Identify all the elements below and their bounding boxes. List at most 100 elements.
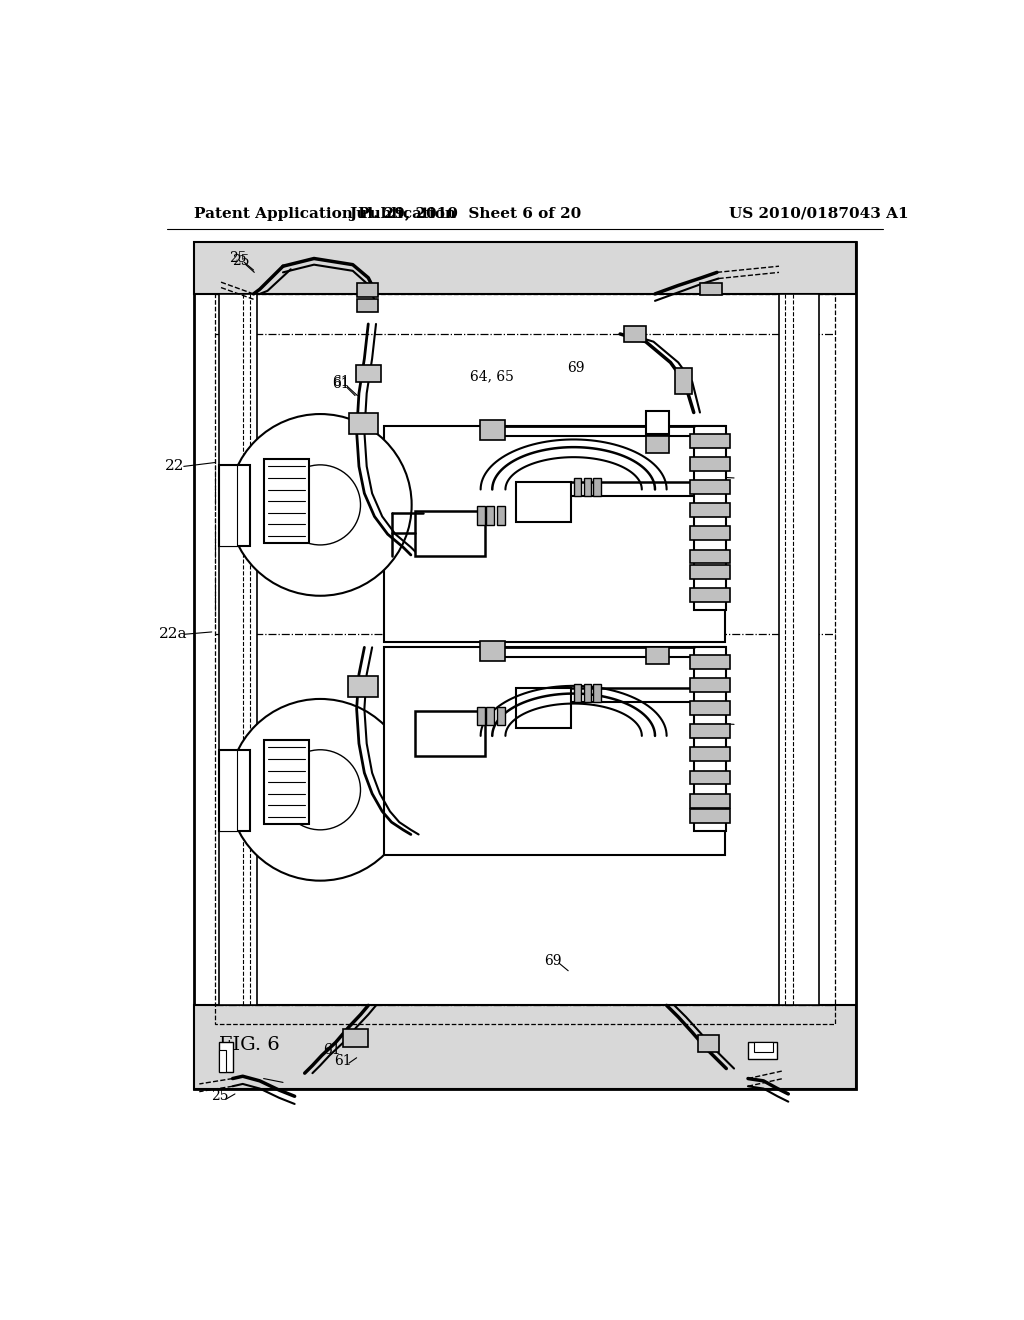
Text: 25: 25 (231, 253, 249, 268)
Bar (690, 527, 730, 540)
Bar (219, 294, 257, 1006)
Bar (573, 684, 582, 702)
Bar (356, 364, 381, 381)
Bar (690, 565, 730, 578)
Bar (675, 368, 692, 393)
Text: 64, 65: 64, 65 (470, 370, 514, 383)
Text: 66: 66 (620, 425, 637, 438)
Bar (194, 1006, 856, 1089)
Bar (624, 326, 646, 342)
Bar (690, 457, 730, 471)
Bar (690, 701, 730, 715)
Bar (646, 411, 669, 434)
Bar (415, 711, 484, 756)
Bar (693, 647, 726, 830)
Text: Jul. 29, 2010  Sheet 6 of 20: Jul. 29, 2010 Sheet 6 of 20 (349, 207, 582, 220)
Text: 61: 61 (334, 1053, 351, 1068)
Text: 60: 60 (676, 711, 693, 726)
Bar (384, 647, 725, 855)
Bar (690, 809, 730, 822)
Bar (497, 507, 505, 525)
Bar (700, 284, 722, 296)
Text: 67: 67 (444, 710, 462, 723)
Bar (690, 771, 730, 784)
Bar (690, 589, 730, 602)
Bar (486, 507, 494, 525)
Bar (194, 242, 856, 1089)
Bar (343, 1028, 369, 1047)
Text: 25: 25 (211, 1089, 228, 1104)
Bar (415, 511, 484, 556)
Bar (486, 706, 494, 725)
Text: 68: 68 (270, 463, 288, 478)
Bar (693, 426, 726, 610)
Bar (480, 642, 505, 661)
Bar (215, 294, 835, 1024)
Text: 18: 18 (440, 521, 459, 535)
Bar (690, 434, 730, 447)
Text: Patent Application Publication: Patent Application Publication (194, 207, 456, 220)
Bar (755, 1043, 773, 1052)
Circle shape (228, 700, 412, 880)
Bar (515, 482, 571, 521)
Bar (690, 503, 730, 517)
Bar (219, 750, 237, 830)
Bar (748, 1043, 777, 1059)
Bar (697, 1035, 719, 1052)
Text: 61: 61 (457, 804, 474, 818)
Text: 22a: 22a (159, 627, 187, 642)
Bar (384, 426, 725, 642)
Circle shape (228, 414, 412, 595)
Bar (690, 480, 730, 494)
Bar (690, 725, 730, 738)
Bar (593, 684, 601, 702)
Bar (593, 478, 601, 496)
Text: 60: 60 (676, 466, 693, 479)
Bar (690, 793, 730, 808)
Bar (349, 412, 378, 434)
Bar (477, 706, 484, 725)
Bar (194, 242, 856, 294)
Text: 69: 69 (544, 954, 561, 968)
Text: 22: 22 (165, 459, 184, 474)
Text: 67: 67 (433, 494, 451, 508)
Text: 69: 69 (567, 360, 585, 375)
Bar (480, 420, 505, 441)
Bar (515, 688, 571, 729)
Bar (497, 706, 505, 725)
Bar (584, 684, 592, 702)
Bar (690, 549, 730, 564)
Bar (584, 478, 592, 496)
Bar (263, 459, 308, 544)
Bar (219, 1043, 233, 1072)
Bar (573, 478, 582, 496)
Bar (219, 750, 251, 830)
Circle shape (280, 750, 360, 830)
Bar (219, 465, 237, 545)
Text: 61: 61 (333, 375, 350, 388)
Bar (477, 507, 484, 525)
Bar (348, 676, 378, 697)
Text: 66: 66 (553, 710, 570, 723)
Text: 61: 61 (323, 1043, 341, 1057)
Bar (219, 465, 251, 545)
Text: 61: 61 (333, 378, 350, 391)
Text: 64, 65: 64, 65 (461, 733, 505, 747)
Text: 68: 68 (270, 719, 288, 734)
Text: US 2010/0187043 A1: US 2010/0187043 A1 (729, 207, 908, 220)
Circle shape (280, 465, 360, 545)
Text: FIG. 6: FIG. 6 (219, 1036, 281, 1055)
Bar (263, 739, 308, 825)
Bar (356, 298, 378, 313)
Text: 17: 17 (676, 577, 693, 590)
Bar (690, 678, 730, 692)
Text: 25: 25 (229, 252, 247, 265)
Bar (690, 747, 730, 762)
Bar (690, 655, 730, 669)
Bar (646, 647, 669, 664)
Bar (356, 284, 378, 297)
Text: 18: 18 (440, 527, 459, 540)
Bar (219, 1051, 225, 1072)
Bar (779, 294, 819, 1006)
Bar (646, 436, 669, 453)
